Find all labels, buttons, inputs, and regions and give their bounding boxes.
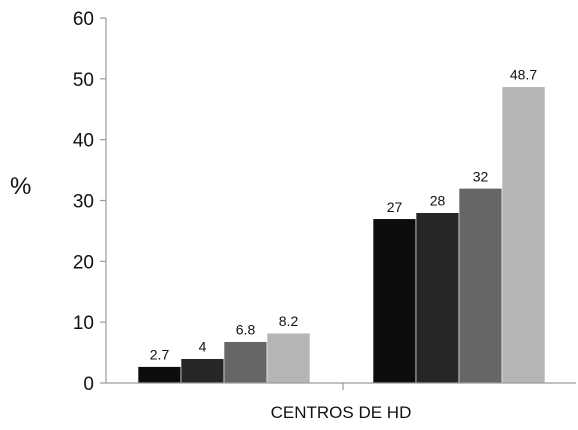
y-tick-label: 50 (73, 70, 94, 91)
y-tick-label: 60 (73, 9, 94, 30)
y-tick-label: 20 (73, 252, 94, 273)
y-tick-label: 10 (73, 313, 94, 334)
bar (458, 188, 503, 384)
bar (372, 218, 417, 384)
bar-value-label: 27 (387, 199, 403, 215)
bar (501, 86, 546, 384)
y-tick-label: 0 (83, 374, 94, 395)
bar-value-label: 2.7 (150, 347, 170, 363)
y-tick-label: 30 (73, 192, 94, 213)
y-axis-label: % (10, 173, 31, 200)
bar-value-label: 6.8 (236, 322, 256, 338)
bar-value-label: 8.2 (279, 313, 299, 329)
bar-value-label: 28 (430, 193, 446, 209)
x-axis-label: CENTROS DE HD (271, 403, 412, 422)
bar-value-label: 4 (199, 339, 207, 355)
bar (180, 358, 225, 384)
bar (137, 366, 182, 384)
bar-value-label: 32 (473, 168, 489, 184)
bar (223, 341, 268, 384)
bar-value-label: 48.7 (510, 67, 537, 83)
data-labels: 2.7 4 6.8 8.2 27 28 32 48.7 (150, 67, 538, 363)
y-axis-ticks: 0 10 20 30 40 50 60 (73, 9, 106, 395)
y-tick-label: 40 (73, 131, 94, 152)
bar (415, 212, 460, 384)
bar (266, 332, 311, 384)
